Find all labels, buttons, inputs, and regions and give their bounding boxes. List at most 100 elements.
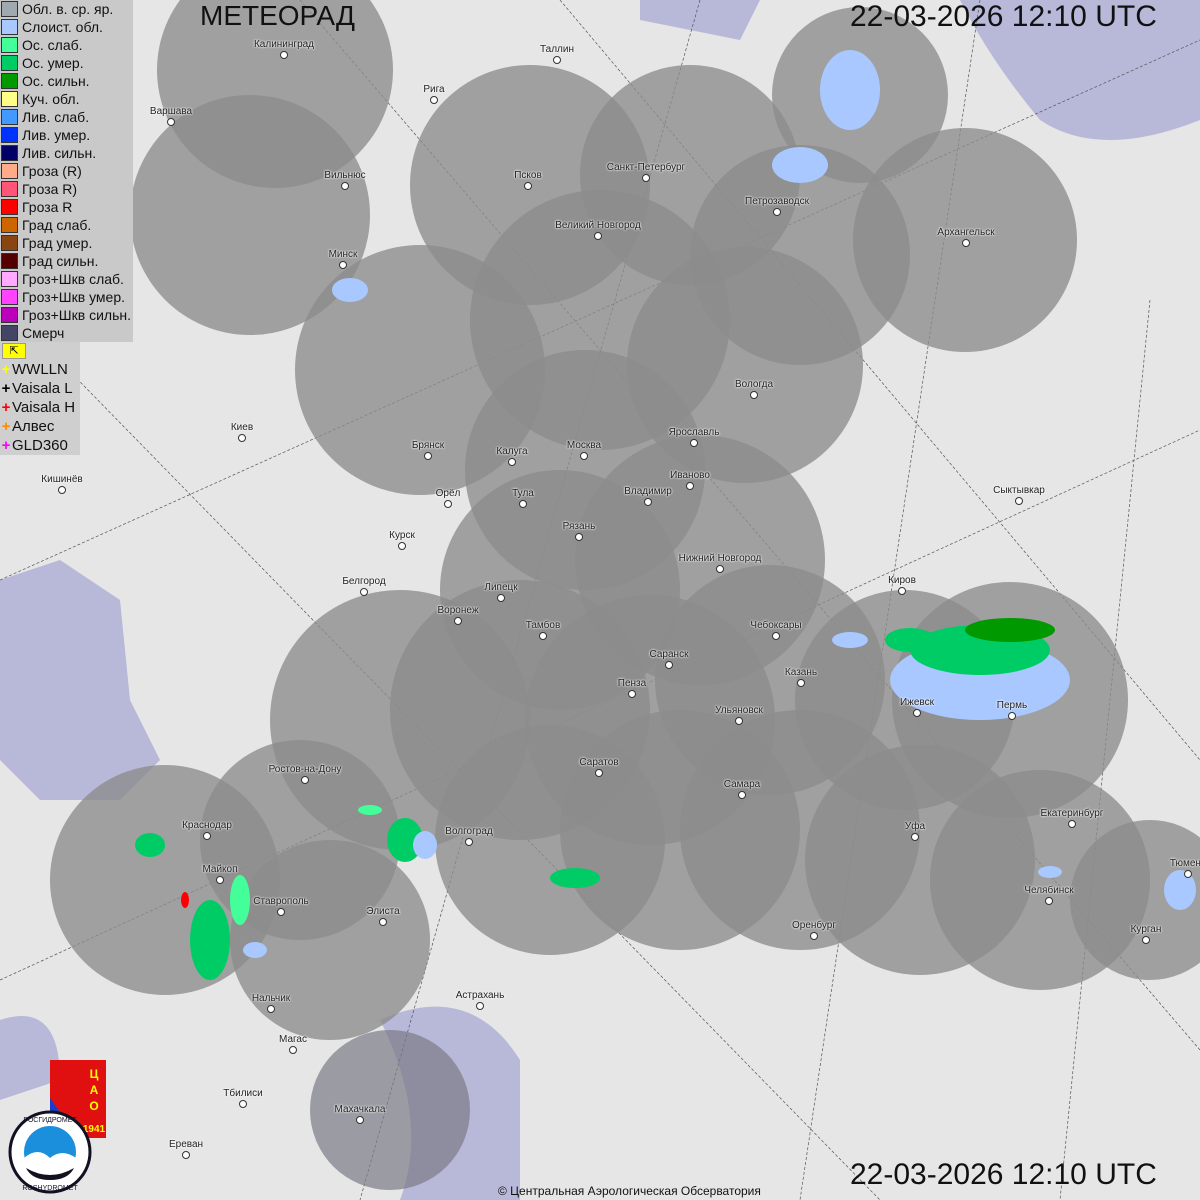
city-marker: [203, 832, 211, 840]
svg-text:1941: 1941: [83, 1124, 106, 1135]
legend-item: Гроз+Шкв умер.: [0, 288, 133, 306]
city-label: Самара: [723, 779, 761, 790]
city-marker: [773, 208, 781, 216]
city-marker: [750, 391, 758, 399]
legend-swatch: [1, 253, 18, 269]
city-marker: [379, 918, 387, 926]
city-label: Вильнюс: [324, 170, 366, 181]
echo-cell: [135, 833, 165, 857]
legend-item: Гроза R: [0, 198, 133, 216]
lightning-cross-icon: +: [1, 380, 11, 397]
legend-swatch: [1, 307, 18, 323]
city-label: Белгород: [342, 576, 386, 587]
city-label: Краснодар: [182, 820, 232, 831]
city-marker: [508, 458, 516, 466]
legend-item: Гроз+Шкв слаб.: [0, 270, 133, 288]
city-label: Ростов-на-Дону: [268, 764, 342, 775]
city-label: Иваново: [670, 470, 710, 481]
city-marker: [341, 182, 349, 190]
city-label: Екатеринбург: [1040, 808, 1104, 819]
legend-label: Лив. слаб.: [22, 109, 90, 125]
city-label: Орёл: [435, 488, 461, 499]
precipitation-echoes: [135, 50, 1196, 980]
legend-swatch: [1, 1, 18, 17]
legend-swatch: [1, 73, 18, 89]
echo-cell: [332, 278, 368, 302]
city-marker: [1142, 936, 1150, 944]
echo-cell: [413, 831, 437, 859]
lightning-cross-icon: +: [1, 437, 11, 454]
city-marker: [1045, 897, 1053, 905]
city-marker: [665, 661, 673, 669]
city-label: Владимир: [624, 486, 672, 497]
legend-label: Слоист. обл.: [22, 19, 103, 35]
legend-item: Ос. слаб.: [0, 36, 133, 54]
city-label: Астрахань: [455, 990, 505, 1001]
city-label: Минск: [328, 249, 358, 260]
city-marker: [735, 717, 743, 725]
copyright: © Центральная Аэрологическая Обсерватори…: [498, 1184, 761, 1198]
legend-item: Лив. сильн.: [0, 144, 133, 162]
city-marker: [465, 838, 473, 846]
echo-cell: [550, 868, 600, 888]
city-marker: [289, 1046, 297, 1054]
city-marker: [454, 617, 462, 625]
city-marker: [267, 1005, 275, 1013]
svg-text:А: А: [90, 1083, 99, 1097]
lightning-source-item[interactable]: + Vaisala L: [0, 379, 80, 398]
city-label: Калининград: [253, 39, 315, 50]
legend-label: Гроз+Шкв слаб.: [22, 271, 124, 287]
city-marker: [913, 709, 921, 717]
city-label: Москва: [566, 440, 602, 451]
legend-swatch: [1, 91, 18, 107]
legend-swatch: [1, 145, 18, 161]
city-label: Саратов: [579, 757, 619, 768]
city-label: Брянск: [411, 440, 445, 451]
city-marker: [575, 533, 583, 541]
city-label: Киров: [888, 575, 916, 586]
legend-item: Обл. в. ср. яр.: [0, 0, 133, 18]
lightning-source-item[interactable]: + Vaisala H: [0, 398, 80, 417]
lightning-source-item[interactable]: + Алвес: [0, 417, 80, 436]
lightning-source-item[interactable]: + WWLLN: [0, 360, 80, 379]
svg-text:Ц: Ц: [90, 1067, 99, 1081]
city-marker: [398, 542, 406, 550]
legend-swatch: [1, 325, 18, 341]
timestamp-top: 22-03-2026 12:10 UTC: [850, 0, 1157, 33]
city-marker: [280, 51, 288, 59]
city-label: Казань: [784, 667, 818, 678]
legend: Обл. в. ср. яр. Слоист. обл. Ос. слаб. Ос. …: [0, 0, 133, 342]
city-label: Тюмень: [1169, 858, 1200, 869]
radar-coverage: [50, 0, 1200, 1040]
city-marker: [810, 932, 818, 940]
radar-circle: [1070, 820, 1200, 980]
lightning-source-item[interactable]: + GLD360: [0, 436, 80, 455]
city-marker: [898, 587, 906, 595]
legend-label: Лив. умер.: [22, 127, 91, 143]
city-marker: [642, 174, 650, 182]
city-marker: [539, 632, 547, 640]
lightning-cross-icon: +: [1, 361, 11, 378]
echo-cell: [1038, 866, 1062, 878]
legend-item: Куч. обл.: [0, 90, 133, 108]
legend-item: Гроза R): [0, 180, 133, 198]
city-label: Тамбов: [525, 620, 561, 631]
radar-coverage-caspian: [310, 1030, 470, 1190]
flag-icon[interactable]: ⇱: [2, 343, 26, 359]
city-label: Магас: [279, 1034, 307, 1045]
lightning-source-label: Vaisala H: [12, 399, 76, 416]
city-label: Киев: [230, 422, 254, 433]
legend-label: Ос. умер.: [22, 55, 84, 71]
city-marker: [58, 486, 66, 494]
city-label: Оренбург: [791, 920, 837, 931]
city-label: Махачкала: [334, 1104, 386, 1115]
city-label: Пенза: [617, 678, 647, 689]
city-label: Варшава: [149, 106, 193, 117]
legend-item: Град сильн.: [0, 252, 133, 270]
app-title: МЕТЕОРАД: [200, 0, 355, 31]
city-marker: [594, 232, 602, 240]
echo-cell: [358, 805, 382, 815]
city-label: Майкоп: [202, 864, 238, 875]
lightning-cross-icon: +: [1, 418, 11, 435]
